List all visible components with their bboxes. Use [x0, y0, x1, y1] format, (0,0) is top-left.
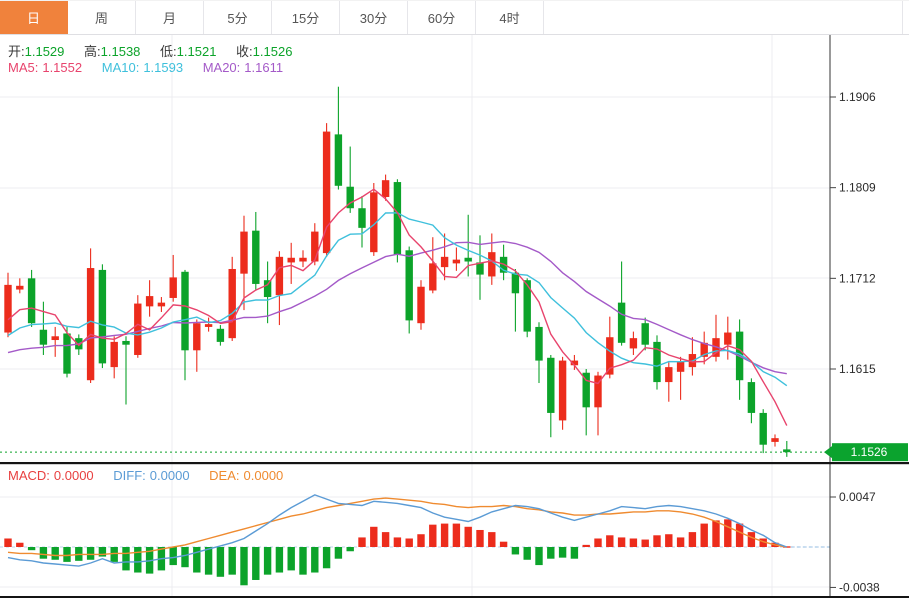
- macd-axis-label-0: 0.0047: [839, 490, 876, 504]
- macd-value: 0.0000: [53, 468, 94, 483]
- current-price-badge-text: 1.1526: [851, 445, 888, 459]
- ma10-label: MA10:: [101, 60, 140, 75]
- price-axis: 1.1906 1.1809 1.1712 1.1615 0.0047 -0.0038: [829, 35, 880, 597]
- tab-5min-label: 5分: [227, 11, 248, 26]
- close-label: 收:: [236, 44, 253, 59]
- dea-line: [7, 497, 787, 557]
- diff-line: [7, 494, 788, 567]
- macd-label: MACD:: [8, 468, 50, 483]
- diff-value: 0.0000: [149, 468, 190, 483]
- panel-dividers: [0, 462, 909, 598]
- tab-week-label: 周: [94, 11, 108, 26]
- high-label: 高:: [84, 44, 101, 59]
- open-value: 1.1529: [24, 44, 65, 59]
- ma5-label: MA5:: [8, 60, 39, 75]
- ma-lines: [7, 188, 788, 426]
- candlesticks: [4, 86, 791, 457]
- tab-15min-label: 15分: [291, 11, 320, 26]
- main-axis-label-0: 1.1906: [839, 90, 876, 104]
- open-label: 开:: [8, 44, 25, 59]
- tabbar-filler: [544, 1, 903, 34]
- tab-30min[interactable]: 30分: [340, 1, 408, 34]
- tab-month-label: 月: [162, 11, 176, 26]
- macd-histogram: [4, 519, 791, 586]
- ohlc-readout: 开:1.1529 高:1.1538 低:1.1521 收:1.1526: [8, 41, 308, 60]
- tab-60min-label: 60分: [427, 11, 456, 26]
- current-price-badge: 1.1526: [824, 443, 908, 462]
- ma10-value: 1.1593: [143, 60, 184, 75]
- ma20-value: 1.1611: [244, 60, 284, 75]
- close-value: 1.1526: [252, 44, 293, 59]
- macd-axis-label-1: -0.0038: [839, 580, 880, 594]
- ma-readout: MA5: 1.1552 MA10: 1.1593 MA20: 1.1611: [8, 60, 299, 75]
- ma5-line: [7, 188, 788, 426]
- low-value: 1.1521: [176, 44, 217, 59]
- tab-day[interactable]: 日: [0, 1, 68, 34]
- macd-readout: MACD: 0.0000 DIFF: 0.0000 DEA: 0.0000: [8, 468, 299, 483]
- tab-15min[interactable]: 15分: [272, 1, 340, 34]
- tab-month[interactable]: 月: [136, 1, 204, 34]
- period-tabbar: 日 周 月 5分 15分 30分 60分 4时: [0, 0, 909, 35]
- dea-value: 0.0000: [243, 468, 284, 483]
- tab-5min[interactable]: 5分: [204, 1, 272, 34]
- tab-day-label: 日: [26, 11, 40, 26]
- tab-30min-label: 30分: [359, 11, 388, 26]
- ma5-value: 1.1552: [42, 60, 83, 75]
- main-axis-label-1: 1.1809: [839, 181, 876, 195]
- main-axis-label-2: 1.1712: [839, 271, 876, 285]
- low-label: 低:: [160, 44, 177, 59]
- high-value: 1.1538: [100, 44, 141, 59]
- main-axis-label-3: 1.1615: [839, 362, 876, 376]
- macd-lines: [7, 494, 830, 567]
- tab-4hour[interactable]: 4时: [476, 1, 544, 34]
- tab-week[interactable]: 周: [68, 1, 136, 34]
- ma20-line: [7, 240, 787, 375]
- dea-label: DEA:: [209, 468, 240, 483]
- tab-60min[interactable]: 60分: [408, 1, 476, 34]
- diff-label: DIFF:: [113, 468, 146, 483]
- ma20-label: MA20:: [202, 60, 241, 75]
- tab-4hour-label: 4时: [499, 11, 520, 26]
